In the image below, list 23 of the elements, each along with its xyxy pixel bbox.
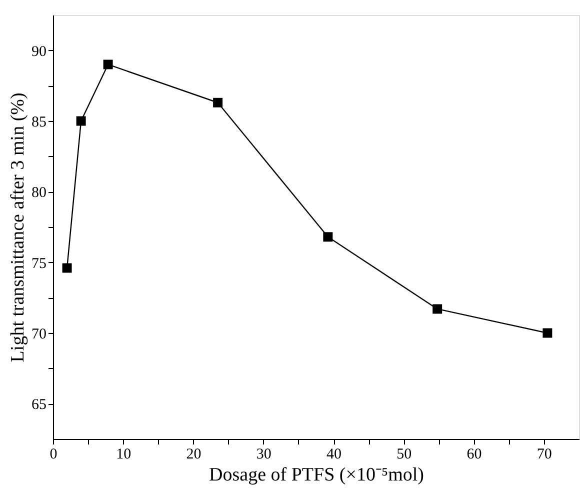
y-axis-title: Light transmittance after 3 min (%) bbox=[8, 92, 28, 362]
x-tick-label: 40 bbox=[326, 446, 342, 462]
x-tick-label: 20 bbox=[186, 446, 202, 462]
y-tick-label: 80 bbox=[32, 185, 46, 202]
y-tick-label: 65 bbox=[32, 397, 46, 414]
x-tick-label: 0 bbox=[50, 446, 58, 462]
y-tick-label: 85 bbox=[32, 114, 46, 130]
y-tick-label: 75 bbox=[32, 256, 46, 272]
x-tick-label: 50 bbox=[396, 446, 412, 462]
x-tick-label: 10 bbox=[116, 446, 132, 462]
y-tick-label: 90 bbox=[32, 44, 46, 60]
x-tick-label: 60 bbox=[466, 446, 482, 462]
point bbox=[542, 328, 552, 338]
point bbox=[62, 263, 72, 273]
point bbox=[76, 116, 86, 126]
x-tick-label: 30 bbox=[256, 446, 272, 462]
point bbox=[432, 304, 442, 314]
y-tick-label: 70 bbox=[32, 326, 46, 342]
point bbox=[103, 60, 113, 70]
x-axis-title: Dosage of PTFS (×10⁻⁵mol) bbox=[209, 464, 424, 486]
point bbox=[213, 98, 223, 108]
point bbox=[323, 232, 333, 242]
x-tick-label: 70 bbox=[536, 446, 552, 462]
